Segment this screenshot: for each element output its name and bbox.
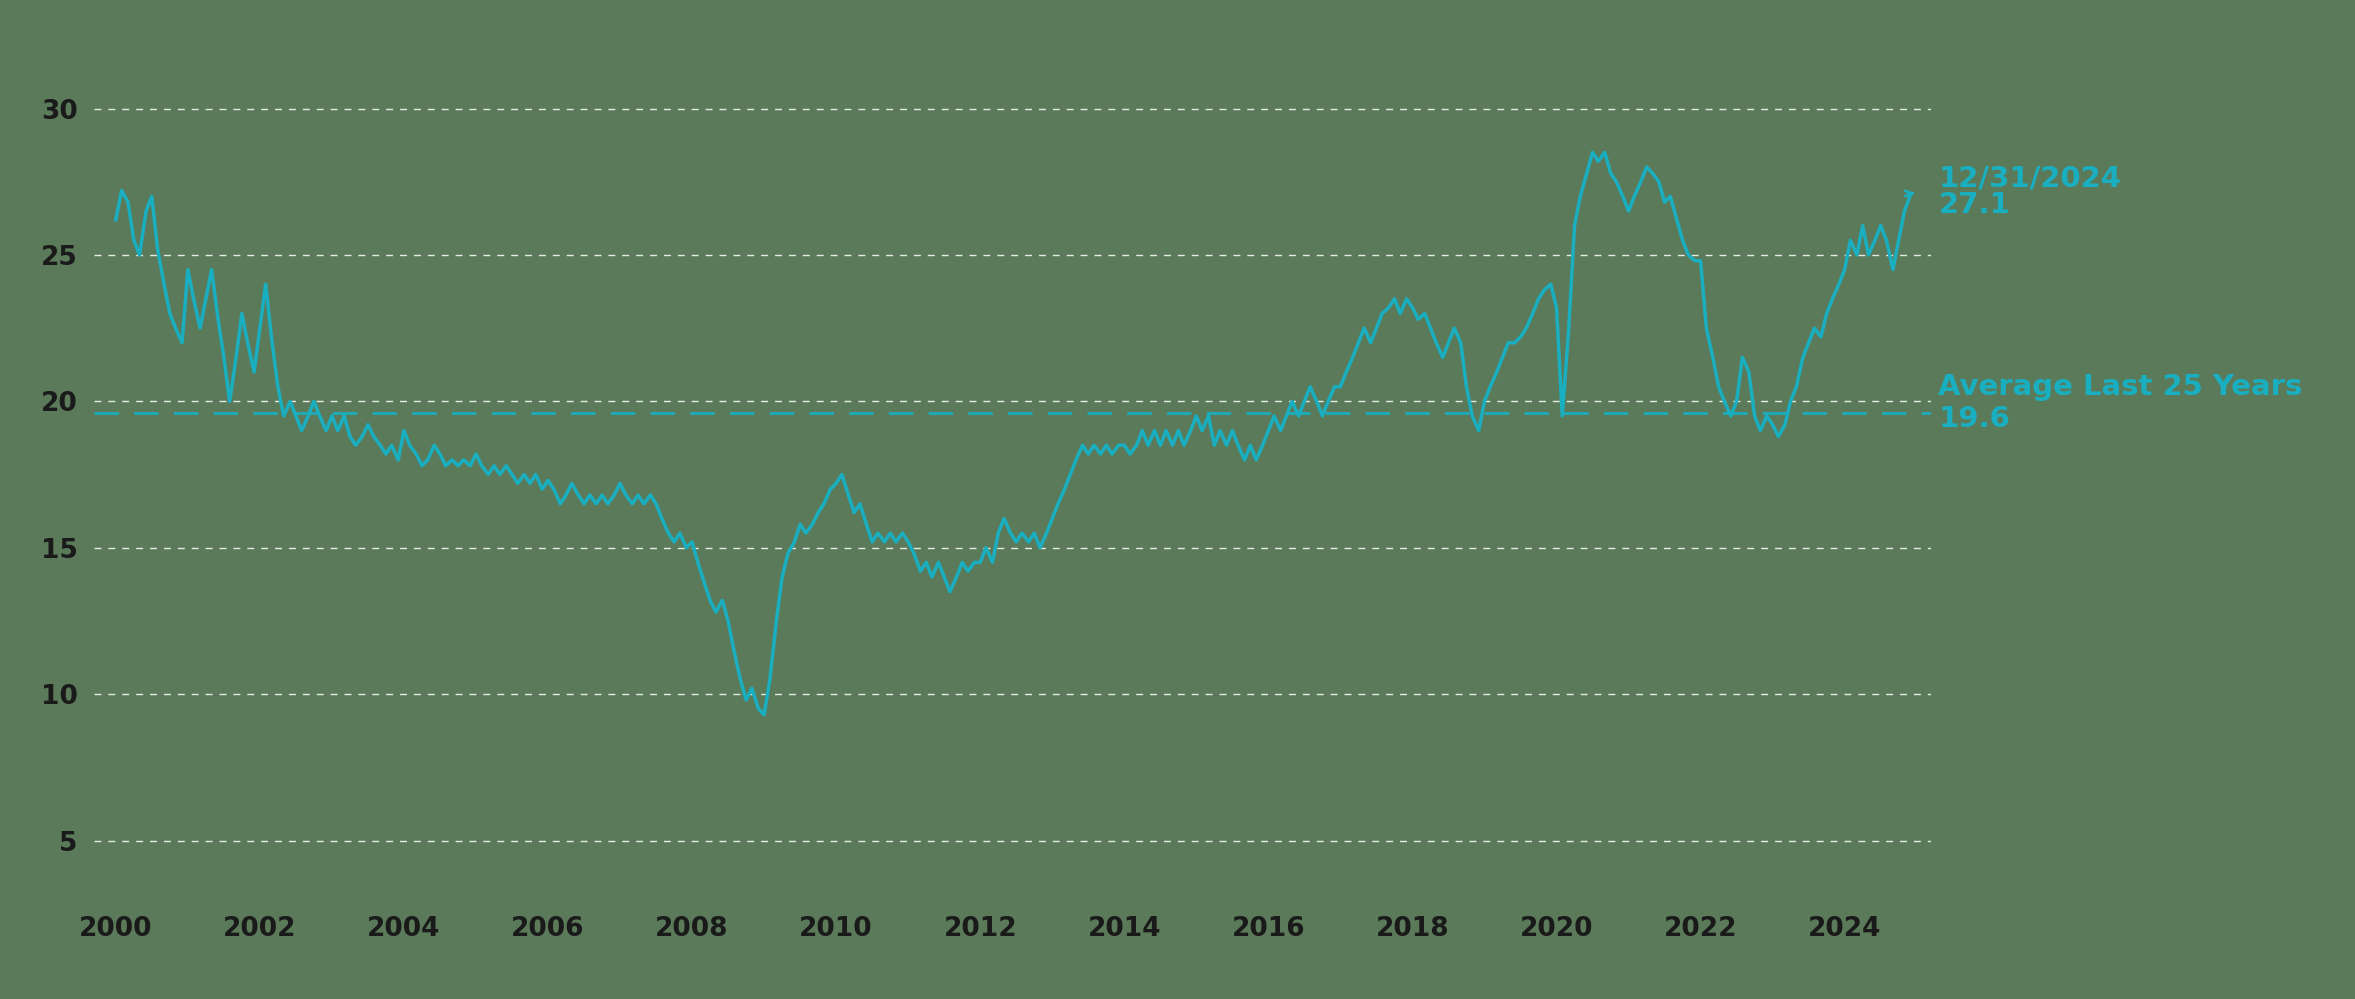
Text: 12/31/2024: 12/31/2024 — [1938, 165, 2122, 193]
Text: Average Last 25 Years: Average Last 25 Years — [1938, 373, 2303, 401]
Text: 19.6: 19.6 — [1938, 405, 2011, 433]
Text: 27.1: 27.1 — [1938, 191, 2011, 219]
